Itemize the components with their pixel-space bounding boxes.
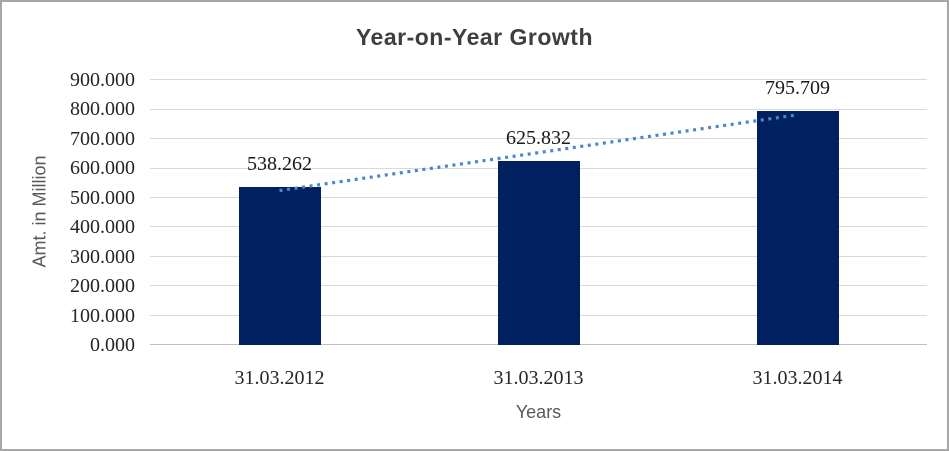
y-tick-label: 800.000 <box>70 98 135 121</box>
y-tick-label: 200.000 <box>70 275 135 298</box>
data-label: 538.262 <box>247 152 312 175</box>
y-tick-label: 0.000 <box>90 334 135 356</box>
y-tick-label: 600.000 <box>70 157 135 180</box>
gridline <box>150 108 927 110</box>
data-label: 795.709 <box>765 76 830 99</box>
bar <box>238 186 321 345</box>
y-tick-label: 500.000 <box>70 186 135 209</box>
gridline <box>150 79 927 81</box>
chart-title: Year-on-Year Growth <box>355 24 593 50</box>
y-tick-label: 900.000 <box>70 69 135 91</box>
x-axis-title: Years <box>515 402 562 422</box>
y-tick-label: 100.000 <box>70 304 135 327</box>
y-tick-label: 700.000 <box>70 127 135 150</box>
bar <box>497 160 580 345</box>
data-label: 625.832 <box>506 126 571 149</box>
y-tick-label: 300.000 <box>70 245 135 268</box>
x-tick-label: 31.03.2014 <box>752 367 843 389</box>
y-axis-title: Amt. in Million <box>29 155 50 268</box>
bar <box>756 110 839 345</box>
x-tick-label: 31.03.2012 <box>234 367 325 389</box>
x-tick-label: 31.03.2013 <box>493 367 584 389</box>
y-tick-label: 400.000 <box>70 216 135 239</box>
